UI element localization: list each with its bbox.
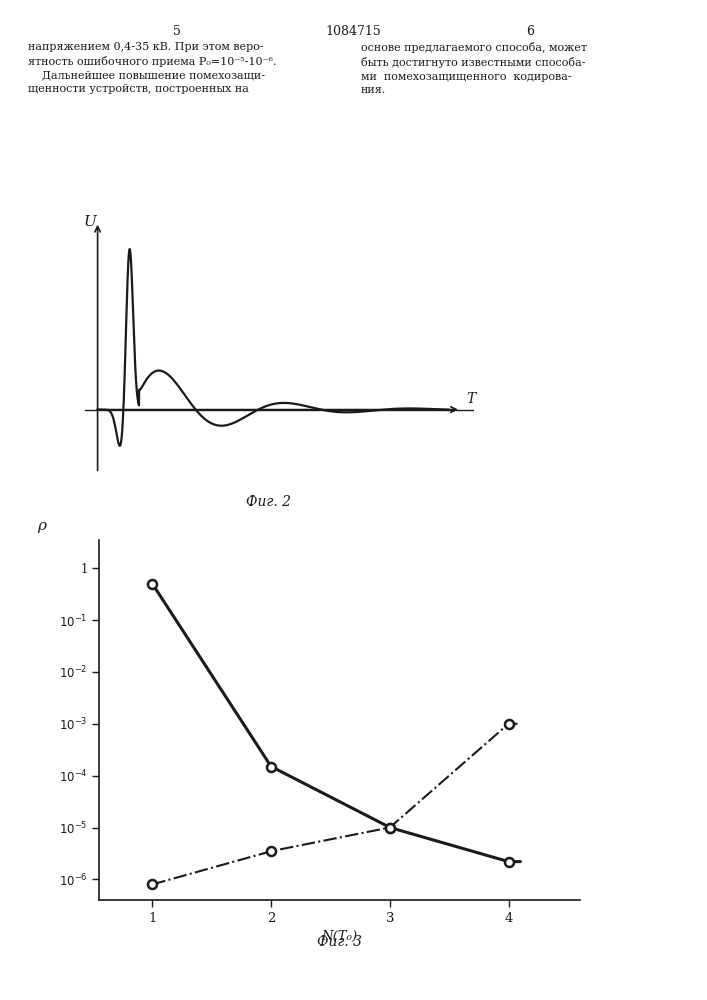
Text: 6: 6 [526,25,534,38]
X-axis label: N(T₀): N(T₀) [321,930,358,943]
Text: T: T [466,392,475,406]
Y-axis label: ρ: ρ [37,519,46,533]
Text: 1084715: 1084715 [326,25,381,38]
Text: основе предлагаемого способа, может
быть достигнуто известными способа-
ми  поме: основе предлагаемого способа, может быть… [361,42,587,95]
Text: Фиг. 3: Фиг. 3 [317,935,362,949]
Text: U: U [83,215,96,229]
Text: напряжением 0,4-35 кВ. При этом веро-
ятность ошибочного приема Р₀=10⁻⁵-10⁻⁶.
  : напряжением 0,4-35 кВ. При этом веро- ят… [28,42,276,94]
Text: 5: 5 [173,25,181,38]
Text: Фиг. 2: Фиг. 2 [246,495,291,509]
